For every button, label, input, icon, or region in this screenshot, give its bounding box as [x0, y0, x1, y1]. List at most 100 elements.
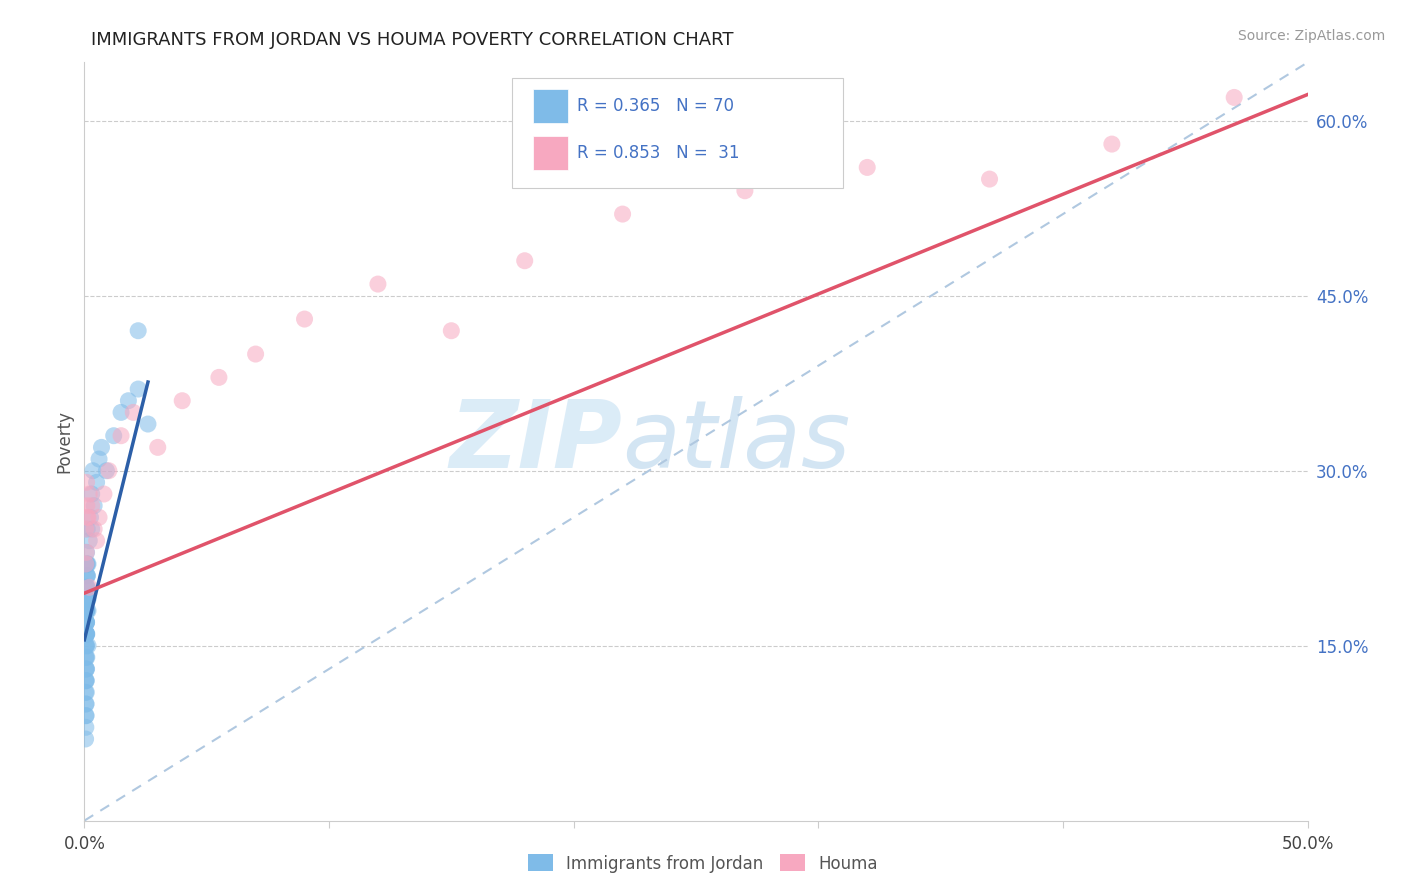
Point [76, 604, 98, 618]
Point [76, 592, 98, 607]
Point [117, 393, 139, 408]
Point [76, 615, 98, 630]
Point [75, 673, 97, 688]
Point [75, 708, 97, 723]
Point [75, 545, 97, 559]
Point [75, 662, 97, 676]
Point [110, 428, 132, 442]
Text: R = 0.365   N = 70: R = 0.365 N = 70 [578, 97, 734, 115]
Point [77, 639, 100, 653]
Point [77, 487, 100, 501]
Point [856, 161, 879, 175]
Point [75, 557, 97, 571]
Point [75, 639, 97, 653]
Point [76, 627, 98, 641]
Point [76, 580, 98, 594]
Point [76, 568, 98, 582]
Point [110, 405, 132, 419]
Point [76, 475, 98, 490]
Point [1223, 90, 1246, 104]
Point [75, 673, 97, 688]
Bar [533, 136, 568, 170]
Point [77, 510, 100, 524]
Point [75, 650, 97, 665]
Point [86, 533, 108, 548]
Text: R = 0.853   N =  31: R = 0.853 N = 31 [578, 145, 740, 162]
Point [75, 627, 97, 641]
Point [76, 627, 98, 641]
Point [77, 557, 100, 571]
Point [76, 568, 98, 582]
Point [76, 557, 98, 571]
Y-axis label: Poverty: Poverty [55, 410, 73, 473]
Point [76, 615, 98, 630]
Point [75, 580, 97, 594]
Point [172, 393, 194, 408]
Point [76, 545, 98, 559]
Point [76, 650, 98, 665]
Point [294, 312, 316, 326]
Point [513, 253, 536, 268]
Point [76, 568, 98, 582]
Point [90, 441, 112, 455]
Point [75, 650, 97, 665]
Point [80, 499, 103, 513]
Point [75, 627, 97, 641]
Point [75, 522, 97, 536]
Point [75, 557, 97, 571]
Point [77, 533, 100, 548]
Point [75, 615, 97, 630]
Text: Source: ZipAtlas.com: Source: ZipAtlas.com [1237, 29, 1385, 43]
Point [76, 557, 98, 571]
Point [75, 685, 97, 699]
Point [83, 499, 105, 513]
Point [76, 592, 98, 607]
Point [75, 639, 97, 653]
Point [76, 604, 98, 618]
Point [367, 277, 389, 291]
Point [97, 464, 120, 478]
Point [75, 720, 97, 734]
Point [76, 510, 98, 524]
Point [75, 708, 97, 723]
Point [75, 604, 97, 618]
Legend: Immigrants from Jordan, Houma: Immigrants from Jordan, Houma [522, 847, 884, 880]
Point [75, 697, 97, 711]
Point [76, 522, 98, 536]
Point [75, 615, 97, 630]
Point [79, 510, 101, 524]
Point [208, 370, 231, 384]
Point [75, 627, 97, 641]
Text: ZIP: ZIP [450, 395, 623, 488]
Point [76, 580, 98, 594]
Point [75, 685, 97, 699]
Point [87, 452, 110, 467]
Point [93, 487, 115, 501]
Point [75, 673, 97, 688]
Point [122, 405, 145, 419]
Point [734, 184, 756, 198]
Point [127, 382, 149, 396]
Point [146, 441, 169, 455]
Point [612, 207, 634, 221]
Point [96, 464, 118, 478]
Point [979, 172, 1001, 186]
Point [76, 499, 98, 513]
Point [75, 639, 97, 653]
Point [75, 731, 97, 746]
Point [75, 662, 97, 676]
Point [440, 324, 463, 338]
Bar [533, 89, 568, 123]
Point [76, 604, 98, 618]
Point [77, 580, 100, 594]
Point [76, 662, 98, 676]
Point [80, 487, 103, 501]
Point [75, 697, 97, 711]
Point [87, 510, 110, 524]
Point [76, 580, 98, 594]
Point [82, 464, 104, 478]
Point [127, 324, 149, 338]
Point [77, 592, 100, 607]
Point [75, 627, 97, 641]
Point [76, 592, 98, 607]
